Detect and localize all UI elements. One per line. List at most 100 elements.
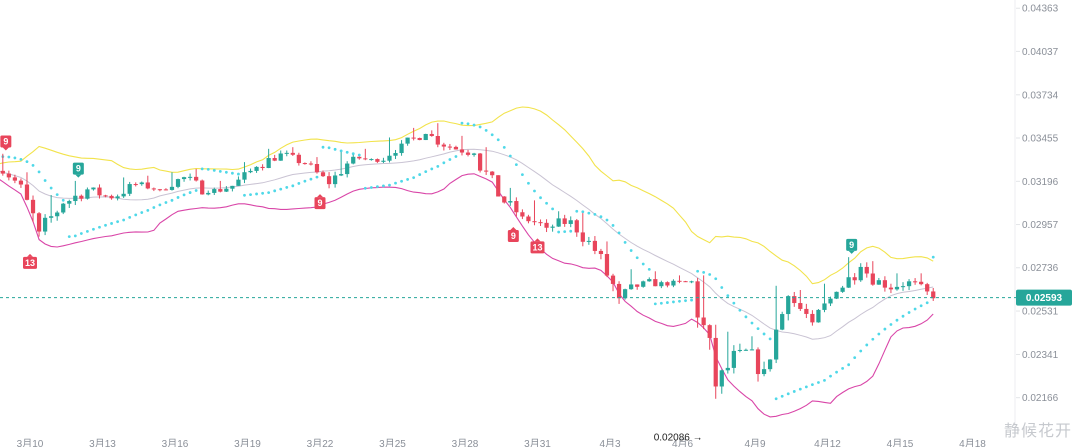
- candle-body[interactable]: [743, 349, 749, 351]
- candle-body[interactable]: [387, 155, 392, 161]
- candle-body[interactable]: [876, 280, 881, 285]
- candle-body[interactable]: [804, 308, 809, 314]
- candle-body[interactable]: [604, 254, 610, 276]
- candle-body[interactable]: [659, 282, 664, 287]
- candle-body[interactable]: [339, 174, 344, 176]
- candle-body[interactable]: [121, 193, 126, 197]
- candle-body[interactable]: [242, 172, 247, 180]
- candle-body[interactable]: [713, 337, 718, 387]
- candle-body[interactable]: [592, 240, 598, 251]
- candle-body[interactable]: [477, 153, 483, 171]
- candle-body[interactable]: [139, 182, 144, 185]
- candle-body[interactable]: [834, 291, 839, 299]
- candle-body[interactable]: [490, 171, 495, 176]
- candle-body[interactable]: [798, 303, 803, 309]
- candle-body[interactable]: [30, 199, 36, 214]
- candle-body[interactable]: [755, 349, 761, 375]
- candle-body[interactable]: [79, 195, 84, 199]
- candle-body[interactable]: [538, 222, 543, 224]
- candle-body[interactable]: [127, 184, 132, 194]
- candle-body[interactable]: [435, 136, 440, 145]
- candle-body[interactable]: [677, 280, 682, 282]
- candle-body[interactable]: [635, 284, 640, 287]
- candle-body[interactable]: [931, 291, 936, 299]
- candle-body[interactable]: [840, 287, 845, 292]
- candle-body[interactable]: [864, 266, 869, 274]
- candle-body[interactable]: [248, 170, 253, 173]
- candle-body[interactable]: [326, 176, 332, 185]
- candle-body[interactable]: [514, 201, 519, 213]
- candle-body[interactable]: [24, 184, 30, 200]
- candle-body[interactable]: [858, 266, 863, 281]
- candle-body[interactable]: [417, 137, 422, 141]
- candle-body[interactable]: [381, 160, 386, 162]
- candle-body[interactable]: [18, 180, 24, 185]
- candle-body[interactable]: [616, 283, 622, 299]
- candle-body[interactable]: [254, 166, 259, 171]
- candle-body[interactable]: [266, 158, 271, 169]
- candle-body[interactable]: [508, 201, 513, 203]
- candle-body[interactable]: [357, 156, 362, 159]
- candle-body[interactable]: [665, 282, 670, 286]
- candle-body[interactable]: [701, 317, 706, 326]
- candle-body[interactable]: [151, 188, 156, 190]
- candle-body[interactable]: [0, 170, 5, 174]
- candle-body[interactable]: [689, 281, 694, 283]
- candle-body[interactable]: [496, 175, 501, 197]
- candle-body[interactable]: [399, 143, 404, 154]
- candle-body[interactable]: [828, 298, 833, 304]
- candle-body[interactable]: [55, 212, 60, 217]
- candle-body[interactable]: [610, 275, 616, 284]
- candle-body[interactable]: [629, 284, 634, 290]
- candle-body[interactable]: [296, 154, 301, 164]
- candle-body[interactable]: [719, 370, 724, 387]
- candle-body[interactable]: [792, 296, 797, 304]
- candle-body[interactable]: [61, 203, 66, 213]
- candle-body[interactable]: [556, 218, 561, 227]
- candle-body[interactable]: [97, 187, 102, 196]
- candle-body[interactable]: [465, 152, 471, 155]
- candle-body[interactable]: [175, 179, 181, 187]
- candle-body[interactable]: [586, 240, 591, 242]
- candle-body[interactable]: [91, 187, 96, 190]
- candle-body[interactable]: [218, 189, 223, 192]
- candle-body[interactable]: [36, 213, 42, 232]
- candle-body[interactable]: [103, 195, 108, 197]
- candle-body[interactable]: [272, 158, 277, 161]
- candle-body[interactable]: [212, 189, 217, 193]
- candle-body[interactable]: [822, 303, 827, 310]
- candle-body[interactable]: [429, 133, 434, 137]
- candle-body[interactable]: [369, 159, 374, 161]
- candle-body[interactable]: [647, 279, 652, 282]
- candle-body[interactable]: [532, 221, 537, 223]
- candle-body[interactable]: [314, 164, 320, 173]
- candle-body[interactable]: [169, 186, 175, 190]
- candle-body[interactable]: [67, 201, 72, 204]
- candle-body[interactable]: [345, 163, 350, 175]
- candle-body[interactable]: [200, 180, 205, 195]
- candle-body[interactable]: [695, 281, 700, 318]
- candle-body[interactable]: [749, 349, 755, 351]
- candle-body[interactable]: [774, 329, 779, 360]
- candle-body[interactable]: [707, 325, 712, 338]
- candle-body[interactable]: [653, 279, 658, 287]
- candle-body[interactable]: [780, 314, 785, 330]
- candle-body[interactable]: [260, 166, 265, 169]
- candles[interactable]: [0, 123, 936, 399]
- candle-body[interactable]: [526, 216, 531, 222]
- candle-body[interactable]: [786, 296, 791, 315]
- candle-body[interactable]: [906, 281, 912, 287]
- candle-body[interactable]: [641, 281, 646, 287]
- candle-body[interactable]: [278, 153, 283, 161]
- candle-body[interactable]: [42, 217, 48, 232]
- candle-body[interactable]: [230, 185, 235, 189]
- candle-body[interactable]: [671, 280, 676, 286]
- candle-body[interactable]: [375, 159, 380, 162]
- candle-body[interactable]: [550, 226, 555, 228]
- candle-body[interactable]: [568, 220, 573, 224]
- candle-body[interactable]: [393, 153, 398, 156]
- candle-body[interactable]: [194, 176, 199, 181]
- candle-body[interactable]: [423, 133, 428, 141]
- candle-body[interactable]: [888, 287, 894, 290]
- candle-body[interactable]: [816, 309, 821, 323]
